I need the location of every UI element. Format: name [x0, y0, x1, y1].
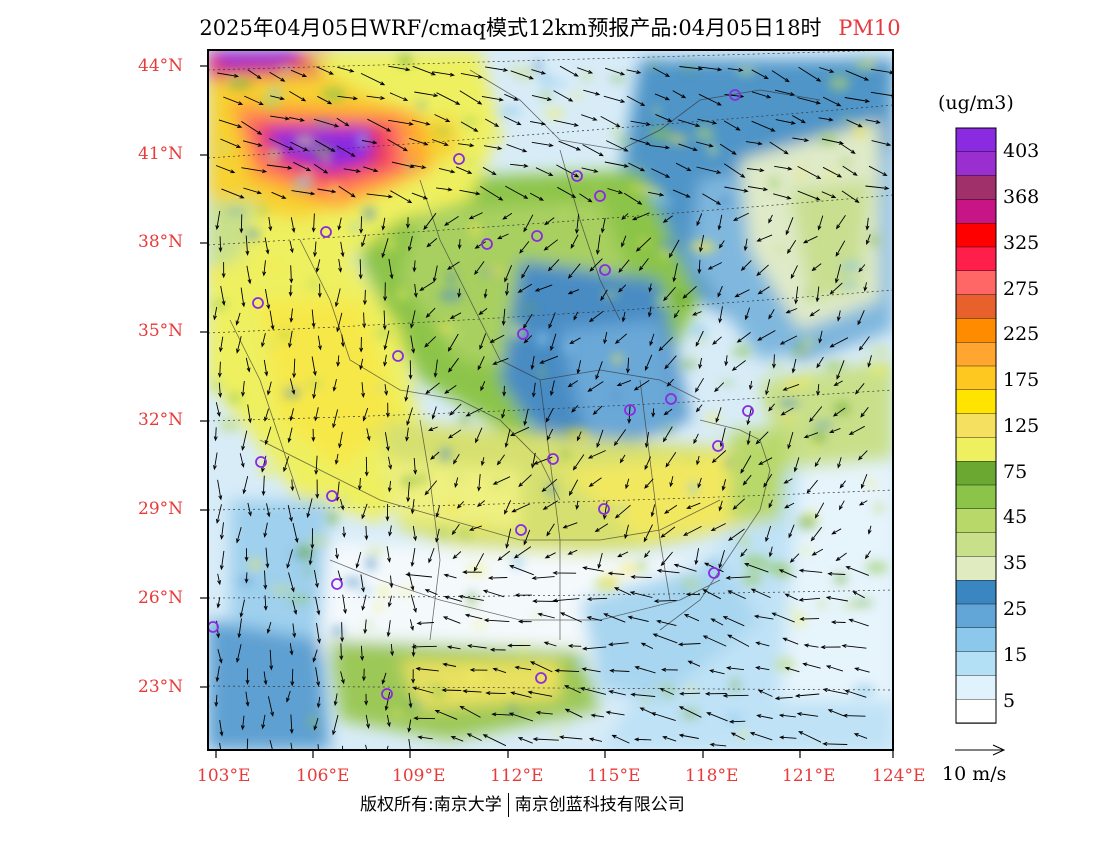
- colorbar-swatch: [955, 532, 997, 558]
- city-marker: [571, 170, 583, 182]
- city-marker: [531, 230, 543, 242]
- lat-label: 44°N: [138, 56, 184, 76]
- colorbar-swatch: [955, 627, 997, 653]
- colorbar-unit: (ug/m3): [938, 92, 1014, 114]
- copyright-footer: 版权所有:南京大学 南京创蓝科技有限公司: [360, 790, 685, 817]
- city-marker: [326, 490, 338, 502]
- lon-label: 112°E: [490, 766, 544, 786]
- colorbar-label: 325: [1003, 232, 1040, 254]
- map-title: 2025年04月05日WRF/cmaq模式12km预报产品:04月05日18时 …: [0, 12, 1100, 42]
- city-marker: [331, 578, 343, 590]
- city-marker: [255, 456, 267, 468]
- lon-label: 115°E: [587, 766, 641, 786]
- lon-label: 124°E: [872, 766, 926, 786]
- colorbar-swatch: [955, 246, 997, 272]
- colorbar-swatch: [955, 175, 997, 201]
- colorbar-swatch: [955, 222, 997, 248]
- colorbar-swatch: [955, 580, 997, 605]
- colorbar-swatch: [955, 437, 997, 462]
- city-marker: [515, 524, 527, 536]
- colorbar-swatch: [955, 199, 997, 224]
- lon-label: 109°E: [392, 766, 446, 786]
- city-marker: [712, 440, 724, 452]
- colorbar-swatch: [955, 151, 997, 177]
- lat-label: 23°N: [138, 677, 184, 697]
- copyright-right: 南京创蓝科技有限公司: [514, 795, 685, 815]
- footer-divider: [507, 793, 509, 817]
- colorbar-label: 403: [1003, 140, 1040, 162]
- colorbar-label: 35: [1003, 552, 1028, 574]
- wind-scale-label: 10 m/s: [942, 763, 1007, 785]
- lat-label: 35°N: [138, 321, 184, 341]
- colorbar-swatch: [955, 413, 997, 439]
- colorbar-label: 275: [1003, 278, 1040, 300]
- colorbar-swatch: [955, 127, 997, 153]
- city-marker: [392, 350, 404, 362]
- colorbar-label: 125: [1003, 415, 1040, 437]
- colorbar-swatch: [955, 603, 997, 629]
- map-frame: [207, 49, 894, 751]
- city-marker: [708, 567, 720, 579]
- title-main: 2025年04月05日WRF/cmaq模式12km预报产品:04月05日18时: [199, 16, 822, 40]
- city-marker: [481, 238, 493, 250]
- colorbar-swatch: [955, 508, 997, 534]
- city-marker: [599, 264, 611, 276]
- city-marker: [598, 503, 610, 515]
- lon-label: 118°E: [685, 766, 739, 786]
- city-marker: [252, 297, 264, 309]
- lat-label: 41°N: [138, 144, 184, 164]
- colorbar-swatch: [955, 461, 997, 486]
- city-marker: [624, 404, 636, 416]
- city-marker: [665, 393, 677, 405]
- colorbar-swatch: [955, 318, 997, 343]
- city-marker: [547, 453, 559, 465]
- lon-label: 121°E: [782, 766, 836, 786]
- colorbar-label: 175: [1003, 369, 1040, 391]
- colorbar-label: 15: [1003, 644, 1028, 666]
- lat-label: 29°N: [138, 499, 184, 519]
- lon-label: 106°E: [296, 766, 350, 786]
- city-marker: [381, 688, 393, 700]
- colorbar-swatch: [955, 556, 997, 581]
- colorbar-label: 368: [1003, 186, 1040, 208]
- colorbar-swatch: [955, 484, 997, 510]
- lat-label: 26°N: [138, 588, 184, 608]
- city-marker: [320, 226, 332, 238]
- colorbar-swatch: [955, 651, 997, 677]
- lat-label: 38°N: [138, 232, 184, 252]
- city-marker: [594, 190, 606, 202]
- colorbar-label: 25: [1003, 598, 1028, 620]
- colorbar-swatch: [955, 699, 997, 724]
- wind-scale-arrow: [955, 744, 1006, 756]
- colorbar-swatch: [955, 294, 997, 320]
- lon-label: 103°E: [197, 766, 251, 786]
- city-marker: [517, 328, 529, 340]
- city-marker: [453, 153, 465, 165]
- title-pollutant: PM10: [838, 16, 901, 40]
- city-marker: [729, 89, 741, 101]
- colorbar-swatch: [955, 270, 997, 296]
- colorbar: [955, 127, 997, 724]
- colorbar-swatch: [955, 365, 997, 391]
- colorbar-label: 5: [1003, 690, 1016, 712]
- colorbar-swatch: [955, 342, 997, 367]
- colorbar-label: 225: [1003, 323, 1040, 345]
- city-marker: [535, 672, 547, 684]
- colorbar-swatch: [955, 675, 997, 700]
- concentration-field: [208, 50, 893, 750]
- city-marker: [742, 405, 754, 417]
- colorbar-label: 45: [1003, 506, 1028, 528]
- city-marker: [208, 621, 219, 633]
- colorbar-swatch: [955, 389, 997, 415]
- colorbar-label: 75: [1003, 461, 1028, 483]
- lat-label: 32°N: [138, 410, 184, 430]
- copyright-left: 版权所有:南京大学: [360, 795, 502, 815]
